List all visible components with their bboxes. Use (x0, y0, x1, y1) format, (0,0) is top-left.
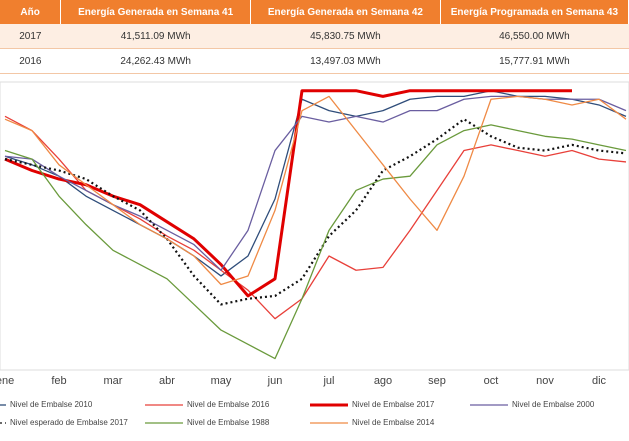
legend-item: Nivel de Embalse 2000 (470, 400, 595, 409)
legend-label: Nivel de Embalse 2010 (10, 400, 93, 409)
x-tick-label: feb (51, 375, 66, 387)
table-cell: 45,830.75 MWh (250, 24, 441, 49)
x-tick-label: sep (428, 375, 446, 387)
legend-item: Nivel de Embalse 2010 (0, 400, 93, 409)
table-cell: 15,777.91 MWh (440, 48, 629, 74)
legend-label: Nivel de Embalse 1988 (187, 418, 270, 427)
series-line (4, 89, 572, 298)
table-cell: 2017 (0, 24, 61, 49)
table-cell: 2016 (0, 48, 61, 74)
legend-item: Nivel de Embalse 2017 (310, 400, 435, 409)
legend-label: Nivel de Embalse 2016 (187, 400, 270, 409)
legend-label: Nivel de Embalse 2014 (352, 418, 435, 427)
table-cell: 46,550.00 MWh (440, 24, 629, 49)
x-tick-label: jun (267, 375, 283, 387)
legend-label: Nivel de Embalse 2000 (512, 400, 595, 409)
energy-table: Año Energía Generada en Semana 41 Energía … (0, 0, 629, 74)
header-cell: Año (0, 0, 62, 24)
table-cell: 24,262.43 MWh (60, 48, 251, 74)
series-line (4, 124, 627, 360)
x-tick-label: ene (0, 375, 14, 387)
header-cell: Energía Generada en Semana 41 (60, 0, 252, 24)
table-cell: 41,511.09 MWh (60, 24, 251, 49)
x-tick-label: mar (104, 375, 123, 387)
series-line (4, 95, 627, 286)
series-line (4, 118, 627, 306)
legend-item: Nivel de Embalse 1988 (145, 418, 270, 427)
header-cell: Energía Generada en Semana 42 (250, 0, 441, 24)
legend-item: Nivel de Embalse 2014 (310, 418, 435, 427)
x-tick-label: abr (159, 375, 175, 387)
plot-area (0, 81, 629, 371)
legend-label: Nivel de Embalse 2017 (352, 400, 435, 409)
series-line (4, 115, 627, 320)
x-tick-label: oct (484, 375, 499, 387)
legend-label: Nivel esperado de Embalse 2017 (10, 418, 128, 427)
table-row: 2017 41,511.09 MWh 45,830.75 MWh 46,550.00 … (0, 24, 629, 49)
x-tick-label: jul (322, 375, 334, 387)
header-cell: Energía Programada en Semana 43 (440, 0, 629, 24)
x-tick-label: may (211, 375, 232, 387)
x-tick-label: ago (374, 375, 392, 387)
table-header: Año Energía Generada en Semana 41 Energía … (0, 0, 629, 24)
chart: ene feb mar abr may jun jul ago sep oct nov dic Nive… (0, 81, 629, 427)
x-tick-label: nov (536, 375, 554, 387)
table-row: 2016 24,262.43 MWh 13,497.03 MWh 15,777.91 … (0, 48, 629, 74)
legend-item: Nivel esperado de Embalse 2017 (0, 418, 128, 427)
series-line (4, 90, 627, 277)
table-cell: 13,497.03 MWh (250, 48, 441, 74)
table-body: 2017 41,511.09 MWh 45,830.75 MWh 46,550.00 … (0, 24, 629, 74)
x-tick-label: dic (592, 375, 607, 387)
series-line (4, 95, 627, 271)
legend-item: Nivel de Embalse 2016 (145, 400, 270, 409)
